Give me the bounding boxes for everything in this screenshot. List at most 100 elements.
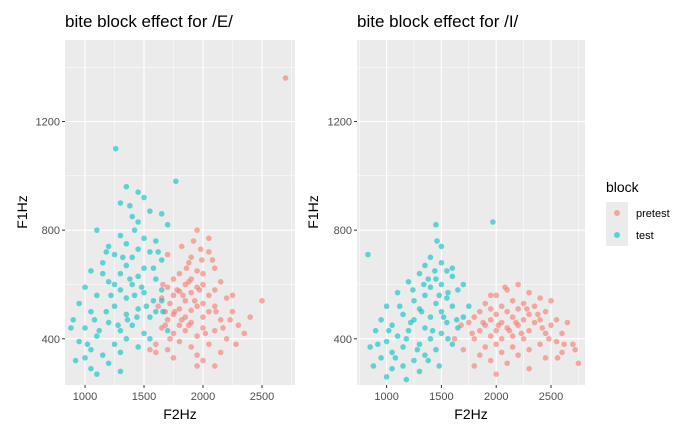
point-test <box>150 297 157 304</box>
point-pretest <box>498 349 505 356</box>
panel-e-x-axis-title: F2Hz <box>163 406 196 422</box>
point-test <box>143 303 150 310</box>
point-test <box>490 219 496 225</box>
point-pretest <box>176 338 183 345</box>
point-test <box>173 178 179 185</box>
point-test <box>115 322 121 329</box>
point-test <box>105 319 112 326</box>
point-test <box>378 355 384 361</box>
point-test <box>429 327 436 334</box>
panel-e-y-ticks: 400 800 1200 <box>36 116 65 346</box>
point-test <box>129 254 136 261</box>
point-pretest <box>241 330 248 337</box>
point-pretest <box>559 349 565 356</box>
point-test <box>99 352 106 358</box>
point-pretest <box>520 336 527 342</box>
point-test <box>405 278 412 285</box>
point-test <box>147 249 153 255</box>
point-pretest <box>206 308 212 315</box>
point-test <box>460 281 467 288</box>
point-test <box>123 262 130 269</box>
point-pretest <box>196 287 203 293</box>
point-pretest <box>471 336 478 342</box>
point-test <box>96 327 103 334</box>
point-test <box>131 292 138 299</box>
point-pretest <box>559 330 565 337</box>
point-test <box>375 341 381 348</box>
point-pretest <box>227 317 233 323</box>
point-pretest <box>476 352 483 358</box>
point-pretest <box>211 265 218 271</box>
legend: block pretest test <box>606 179 670 246</box>
point-test <box>425 357 432 364</box>
point-pretest <box>199 257 205 263</box>
point-test <box>84 341 91 348</box>
point-pretest <box>548 322 554 329</box>
point-test <box>129 281 136 288</box>
point-pretest <box>182 327 189 334</box>
point-test <box>164 327 171 334</box>
point-pretest <box>526 311 532 318</box>
point-test <box>117 327 124 334</box>
point-pretest <box>164 251 171 258</box>
point-test <box>147 208 153 214</box>
point-pretest <box>206 249 212 255</box>
panel-i: bite block effect for /I/ 1000 1500 2000 25… <box>305 12 585 422</box>
point-test <box>407 319 414 326</box>
point-pretest <box>575 360 582 367</box>
point-test <box>418 308 425 315</box>
point-test <box>141 194 147 201</box>
x-tick-label: 1500 <box>132 391 156 403</box>
point-test <box>82 355 88 361</box>
point-test <box>403 376 410 383</box>
point-pretest <box>170 276 177 282</box>
x-tick-label: 1000 <box>73 391 97 403</box>
panel-i-background <box>357 40 585 385</box>
point-pretest <box>194 227 200 233</box>
point-pretest <box>546 336 552 342</box>
point-test <box>88 308 94 315</box>
point-test <box>438 281 445 288</box>
point-test <box>438 243 445 250</box>
y-tick-label: 1200 <box>328 116 352 128</box>
panel-i-y-ticks: 400 800 1200 <box>328 116 357 346</box>
point-test <box>108 292 114 299</box>
point-test <box>134 314 140 320</box>
point-pretest <box>206 292 212 299</box>
point-pretest <box>460 346 467 353</box>
point-pretest <box>504 360 510 367</box>
point-test <box>427 254 434 261</box>
panel-e-x-ticks: 1000 1500 2000 2500 <box>73 385 274 403</box>
point-test <box>147 336 153 342</box>
point-pretest <box>176 306 183 312</box>
point-pretest <box>476 308 483 315</box>
point-pretest <box>451 336 458 342</box>
point-pretest <box>487 357 494 364</box>
point-test <box>385 327 392 334</box>
point-test <box>88 346 94 353</box>
point-pretest <box>537 317 543 323</box>
panel-i-points <box>365 219 582 383</box>
point-test <box>111 281 118 288</box>
point-pretest <box>147 346 153 353</box>
point-pretest <box>506 327 513 334</box>
point-test <box>449 265 456 271</box>
point-pretest <box>480 319 486 326</box>
point-test <box>94 227 100 233</box>
point-test <box>422 262 428 269</box>
point-pretest <box>167 336 173 342</box>
point-test <box>411 357 417 364</box>
point-pretest <box>188 254 195 261</box>
point-test <box>449 273 456 280</box>
point-test <box>403 336 410 342</box>
point-test <box>147 314 153 320</box>
point-pretest <box>211 327 218 334</box>
point-test <box>129 322 136 329</box>
point-pretest <box>200 270 206 277</box>
x-tick-label: 1500 <box>429 391 453 403</box>
point-test <box>153 238 159 244</box>
x-tick-label: 2000 <box>484 391 508 403</box>
point-pretest <box>518 330 525 337</box>
point-test <box>160 308 166 315</box>
point-test <box>427 314 434 320</box>
